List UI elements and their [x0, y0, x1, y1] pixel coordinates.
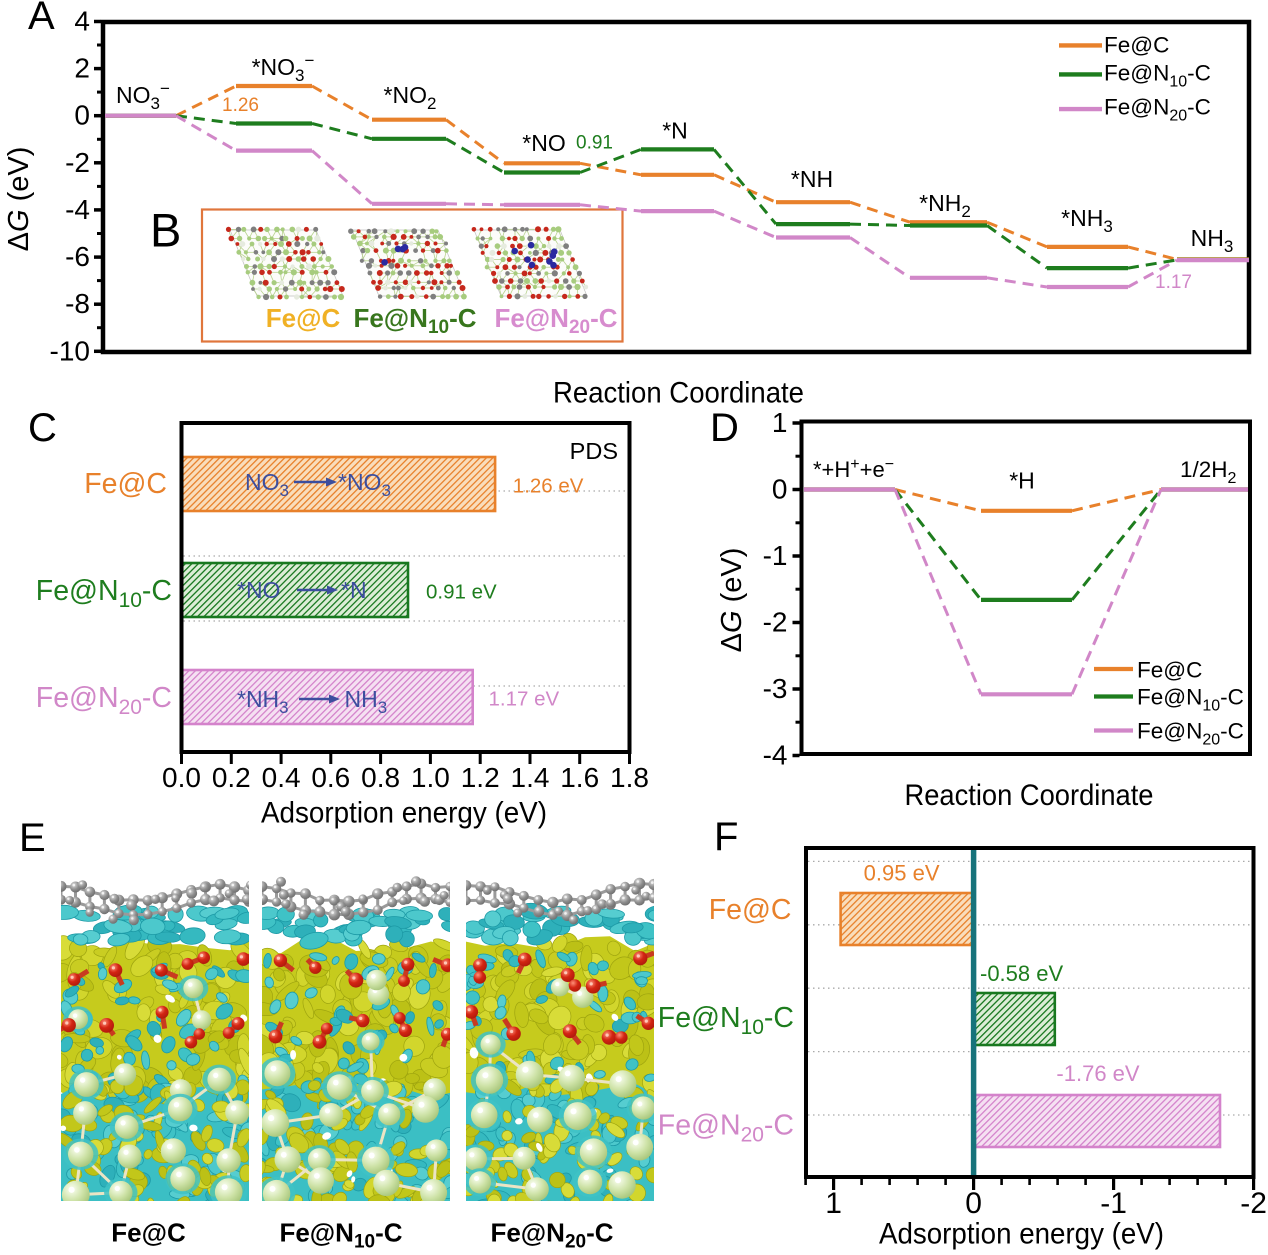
svg-text:-1: -1: [1100, 1187, 1127, 1220]
svg-text:1: 1: [825, 1187, 842, 1220]
svg-text:NH3: NH3: [1191, 225, 1234, 256]
svg-text:0: 0: [965, 1187, 982, 1220]
svg-text:Fe@N20-C: Fe@N20-C: [658, 1110, 794, 1147]
svg-text:*NO3−: *NO3−: [252, 51, 315, 85]
svg-text:Fe@N10-C: Fe@N10-C: [279, 1218, 402, 1253]
svg-text:0: 0: [74, 100, 90, 131]
svg-text:-2: -2: [763, 607, 788, 638]
svg-text:Fe@N20-C: Fe@N20-C: [1104, 95, 1211, 125]
svg-text:Fe@N20-C: Fe@N20-C: [36, 682, 172, 719]
svg-text:Fe@N20-C: Fe@N20-C: [490, 1218, 613, 1253]
svg-text:-2: -2: [65, 147, 90, 178]
svg-text:F: F: [714, 815, 738, 859]
svg-text:1.4: 1.4: [511, 762, 550, 793]
svg-text:*NO: *NO: [522, 130, 565, 156]
svg-text:Fe@N20-C: Fe@N20-C: [494, 303, 617, 338]
svg-text:Fe@C: Fe@C: [84, 468, 167, 500]
svg-text:Fe@N10-C: Fe@N10-C: [36, 575, 172, 612]
svg-text:4: 4: [74, 6, 90, 37]
svg-text:0.91 eV: 0.91 eV: [426, 581, 497, 604]
svg-text:-8: -8: [65, 288, 90, 319]
svg-text:D: D: [710, 406, 739, 450]
svg-text:ΔG (eV): ΔG (eV): [3, 147, 35, 252]
svg-text:Adsorption energy (eV): Adsorption energy (eV): [261, 797, 547, 830]
svg-text:Fe@C: Fe@C: [1137, 658, 1202, 683]
svg-text:Adsorption energy (eV): Adsorption energy (eV): [879, 1217, 1164, 1250]
svg-text:-2: -2: [1240, 1187, 1267, 1220]
svg-text:E: E: [19, 816, 46, 860]
svg-text:1.17 eV: 1.17 eV: [489, 688, 560, 711]
svg-text:Fe@C: Fe@C: [709, 894, 792, 926]
svg-text:-4: -4: [65, 194, 90, 225]
svg-text:*NH: *NH: [791, 166, 833, 192]
svg-text:-0.58 eV: -0.58 eV: [980, 961, 1063, 986]
svg-text:*N: *N: [341, 577, 367, 603]
svg-text:1.0: 1.0: [411, 762, 450, 793]
svg-text:B: B: [150, 204, 181, 257]
svg-text:-1.76 eV: -1.76 eV: [1056, 1061, 1139, 1086]
svg-text:1.26: 1.26: [222, 95, 259, 116]
svg-text:-10: -10: [50, 335, 90, 366]
svg-text:0.6: 0.6: [311, 762, 350, 793]
svg-text:1.26 eV: 1.26 eV: [513, 474, 584, 497]
svg-text:A: A: [28, 0, 55, 38]
svg-text:Fe@C: Fe@C: [1104, 33, 1169, 58]
svg-text:0.2: 0.2: [212, 762, 251, 793]
svg-text:Fe@N10-C: Fe@N10-C: [658, 1002, 794, 1039]
svg-text:-6: -6: [65, 241, 90, 272]
svg-text:Fe@N10-C: Fe@N10-C: [353, 303, 476, 338]
svg-text:Fe@C: Fe@C: [111, 1218, 186, 1248]
svg-text:-3: -3: [763, 673, 788, 704]
svg-text:1.2: 1.2: [461, 762, 500, 793]
svg-text:0: 0: [772, 474, 788, 505]
svg-text:0.4: 0.4: [262, 762, 301, 793]
svg-text:2: 2: [74, 53, 90, 84]
svg-text:0.95 eV: 0.95 eV: [864, 861, 940, 886]
svg-text:1.6: 1.6: [560, 762, 599, 793]
svg-text:PDS: PDS: [570, 438, 618, 464]
svg-text:*NO: *NO: [237, 577, 280, 603]
svg-text:1.8: 1.8: [610, 762, 649, 793]
svg-text:ΔG (eV): ΔG (eV): [716, 548, 748, 653]
svg-text:-1: -1: [763, 540, 788, 571]
svg-text:1: 1: [772, 407, 788, 438]
svg-text:0.91: 0.91: [576, 133, 613, 154]
svg-text:-4: -4: [763, 740, 788, 771]
svg-text:1.17: 1.17: [1155, 272, 1192, 293]
svg-text:Reaction Coordinate: Reaction Coordinate: [553, 377, 804, 410]
svg-text:Reaction Coordinate: Reaction Coordinate: [905, 779, 1154, 812]
svg-text:Fe@C: Fe@C: [266, 303, 341, 333]
svg-text:0.0: 0.0: [162, 762, 201, 793]
svg-text:*H: *H: [1009, 468, 1035, 494]
svg-text:*N: *N: [662, 118, 688, 144]
svg-text:0.8: 0.8: [361, 762, 400, 793]
svg-text:C: C: [28, 406, 57, 450]
